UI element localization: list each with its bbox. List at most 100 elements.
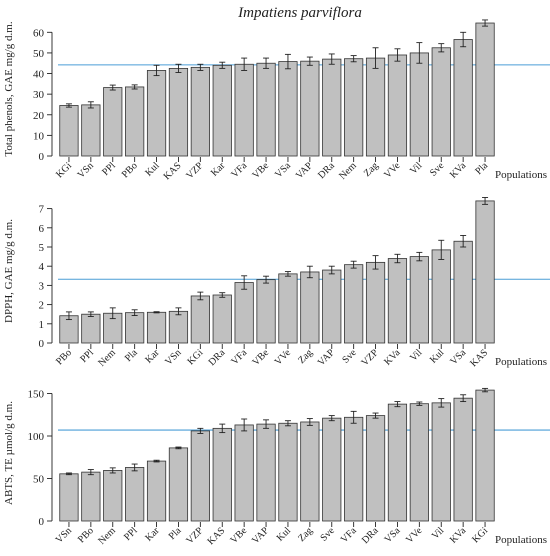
x-tick-label: PBo <box>76 525 96 545</box>
bar-Pla <box>475 22 495 157</box>
x-tick-label: KAS <box>162 160 184 182</box>
x-tick-label: Zag <box>296 347 315 366</box>
x-tick-label: Kul <box>275 525 294 544</box>
bar-DRa <box>212 294 232 344</box>
bar-Kul <box>431 249 451 344</box>
bar-Kar <box>146 311 167 344</box>
y-tick-label: 6 <box>39 223 45 235</box>
bar-DRa <box>322 58 342 157</box>
x-tick-label: Kar <box>143 347 162 366</box>
bar-VSa <box>453 240 473 344</box>
x-tick-label: VBe <box>250 160 271 181</box>
x-tick-label: Nem <box>96 525 118 547</box>
x-tick-label: Pla <box>167 525 184 542</box>
bar-KVa <box>387 258 408 344</box>
bar-VFa <box>234 63 254 157</box>
bar-VVe <box>387 54 408 157</box>
bar-Nem <box>103 470 123 522</box>
bar-Sve <box>322 417 342 522</box>
x-tick-label: Pla <box>123 347 140 364</box>
bar-KVa <box>453 39 473 157</box>
x-tick-label: VFa <box>229 347 249 367</box>
x-tick-label: VZP <box>184 525 205 546</box>
bar-Vil <box>409 52 429 157</box>
bar-PPl <box>125 467 145 522</box>
x-tick-label: VAP <box>316 347 337 368</box>
bar-VZP <box>190 66 210 157</box>
x-tick-label: VZP <box>184 160 205 181</box>
x-tick-label: KGi <box>470 525 490 545</box>
x-tick-label: KGi <box>54 160 74 180</box>
x-tick-label: VSn <box>76 160 96 180</box>
bar-VSa <box>278 61 298 157</box>
x-tick-label: Zag <box>296 525 315 544</box>
bar-Vil <box>431 402 451 522</box>
x-tick-label: PPl <box>100 160 118 178</box>
x-tick-label: Kar <box>143 525 162 544</box>
x-tick-label: Sve <box>428 160 447 179</box>
x-tick-label: VBe <box>229 525 250 546</box>
x-tick-label: KGi <box>186 347 206 367</box>
x-tick-label: Kul <box>428 347 447 366</box>
x-tick-label: VSn <box>163 347 183 367</box>
bar-VFa <box>344 416 364 522</box>
x-tick-label: VVe <box>273 347 294 368</box>
x-tick-label: Nem <box>96 347 118 369</box>
x-tick-label: PPl <box>122 525 140 543</box>
x-tick-label: Vil <box>430 525 447 542</box>
x-tick-label: PBo <box>120 160 140 180</box>
bar-VBe <box>256 279 276 344</box>
x-tick-label: KVa <box>382 347 403 368</box>
y-tick-label: 0 <box>39 516 45 528</box>
x-tick-label: VAP <box>294 160 315 181</box>
bar-DRa <box>365 415 386 522</box>
chart-title: Impatiens parviflora <box>237 5 362 21</box>
x-tick-label: Nem <box>337 160 359 182</box>
x-tick-label: Zag <box>362 160 381 179</box>
y-tick-label: 50 <box>33 474 45 486</box>
bar-VSn <box>168 310 189 344</box>
x-axis-label: Populations <box>495 356 547 368</box>
x-tick-label: VZP <box>360 347 381 368</box>
bar-KGi <box>475 389 495 522</box>
y-axis-label: ABTS, TE µmol/g d.m. <box>3 401 15 505</box>
y-tick-label: 40 <box>33 69 45 81</box>
bar-KGi <box>59 105 79 157</box>
bar-KAS <box>475 200 495 344</box>
x-tick-label: VBe <box>250 347 271 368</box>
y-tick-label: 150 <box>28 389 45 401</box>
x-tick-label: PPl <box>78 347 96 365</box>
bar-Zag <box>365 57 386 157</box>
x-tick-label: KAS <box>468 347 490 369</box>
bar-VAP <box>322 269 342 344</box>
y-tick-label: 1 <box>39 319 45 331</box>
bar-PBo <box>81 471 101 522</box>
bar-Kar <box>212 64 232 157</box>
y-tick-label: 7 <box>39 204 45 216</box>
bar-Vil <box>409 256 429 344</box>
bar-VSn <box>81 104 101 157</box>
x-tick-label: KVa <box>448 525 469 546</box>
bar-KAS <box>168 67 189 157</box>
bar-Kul <box>278 422 298 522</box>
x-tick-label: DRa <box>360 525 381 546</box>
y-tick-label: 50 <box>33 48 45 60</box>
y-tick-label: 0 <box>39 151 45 163</box>
bar-VSn <box>59 473 79 522</box>
bar-KGi <box>190 295 210 344</box>
bar-VSa <box>387 403 408 522</box>
bar-Pla <box>168 447 189 522</box>
x-tick-label: VSa <box>273 160 293 180</box>
x-tick-label: PBo <box>54 347 74 367</box>
x-tick-label: KAS <box>205 525 227 547</box>
x-tick-label: Kul <box>143 160 162 179</box>
bar-Kul <box>146 70 167 157</box>
y-axis-label: Total phenols, GAE mg/g d.m. <box>3 21 15 156</box>
x-tick-label: Vil <box>408 160 425 177</box>
y-tick-label: 5 <box>39 242 45 254</box>
y-tick-label: 60 <box>33 27 45 39</box>
x-axis-label: Populations <box>495 534 547 546</box>
x-tick-label: Kar <box>209 160 228 179</box>
